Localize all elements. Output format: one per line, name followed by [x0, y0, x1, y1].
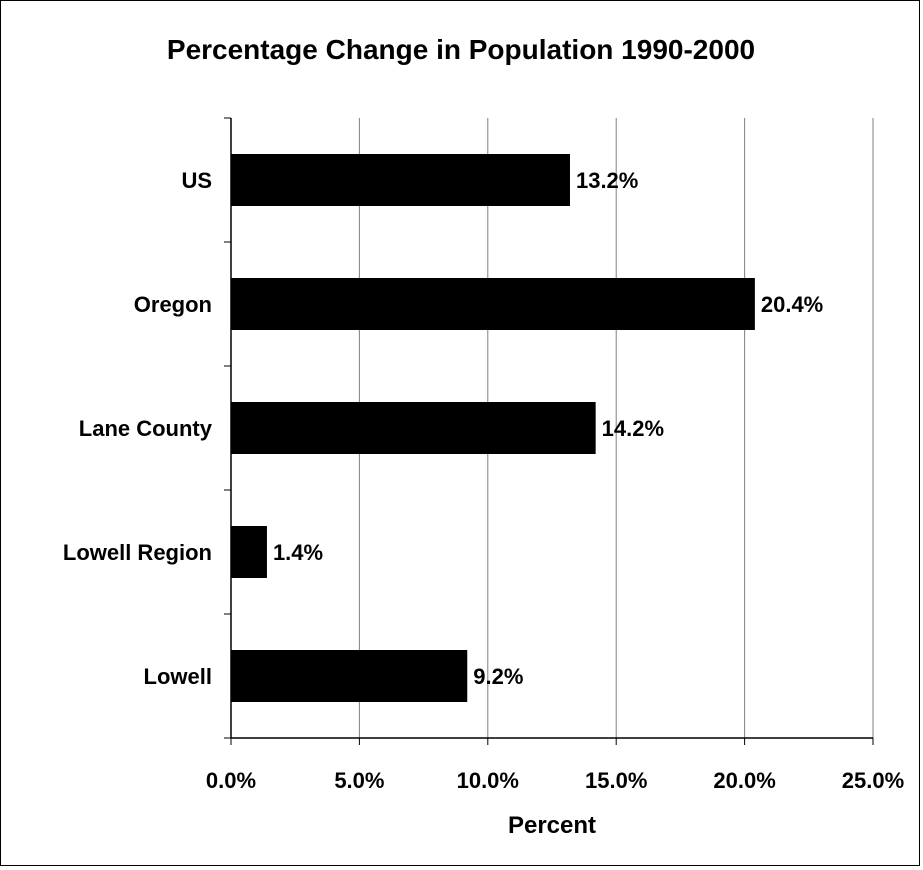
axis-layer: [224, 117, 874, 745]
x-tick-label: 20.0%: [713, 768, 775, 793]
bar: [231, 402, 596, 454]
x-axis-title: Percent: [507, 812, 597, 839]
chart-title: Percentage Change in Population 1990-200…: [166, 34, 756, 65]
x-tick-label: 25.0%: [842, 768, 904, 793]
x-tick-label: 5.0%: [334, 768, 384, 793]
x-tick-label: 10.0%: [457, 768, 519, 793]
category-label: Lowell Region: [63, 540, 212, 565]
data-label: 13.2%: [576, 168, 638, 193]
bar: [231, 154, 570, 206]
x-tick-label: 0.0%: [206, 768, 256, 793]
data-label: 14.2%: [602, 416, 664, 441]
bar-layer: [231, 154, 755, 702]
category-label: Lowell: [144, 664, 212, 689]
data-label: 1.4%: [273, 540, 323, 565]
data-label: 20.4%: [761, 292, 823, 317]
bar: [231, 278, 755, 330]
bar: [231, 650, 468, 702]
bar: [231, 526, 267, 578]
label-layer: 13.2% US 20.4% Oregon 14.2% Lane County 1.4% Lo…: [63, 168, 904, 793]
category-label: Lane County: [79, 416, 213, 441]
data-label: 9.2%: [473, 664, 523, 689]
x-tick-label: 15.0%: [585, 768, 647, 793]
category-label: Oregon: [134, 292, 212, 317]
category-label: US: [181, 168, 212, 193]
